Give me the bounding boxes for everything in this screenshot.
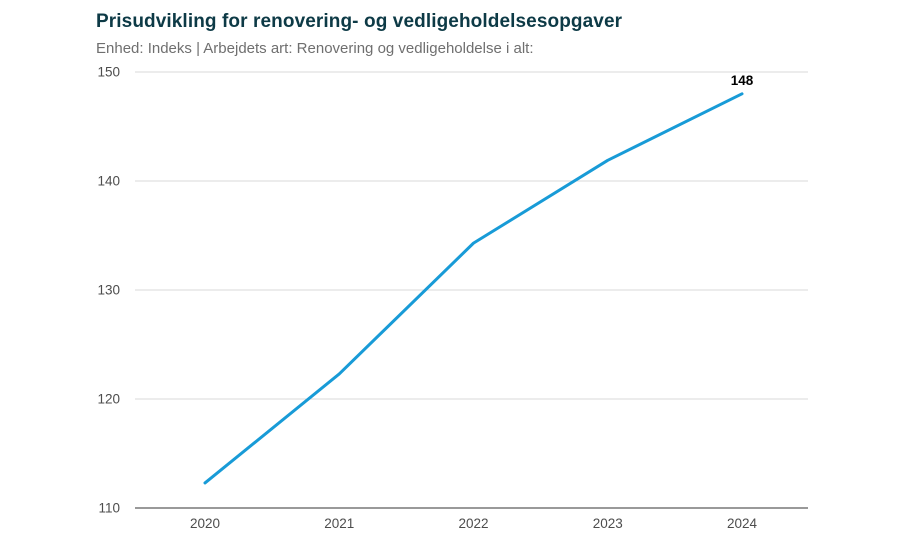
y-tick-label: 120 xyxy=(97,392,120,407)
x-tick-label: 2020 xyxy=(190,516,220,531)
x-tick-label: 2021 xyxy=(324,516,354,531)
data-line xyxy=(203,92,744,485)
y-tick-label: 130 xyxy=(97,283,120,298)
last-point-value-label: 148 xyxy=(731,73,754,88)
y-tick-label: 110 xyxy=(98,501,120,516)
x-tick-label: 2023 xyxy=(593,516,623,531)
y-tick-label: 140 xyxy=(97,174,120,189)
x-tick-label: 2024 xyxy=(727,516,758,531)
x-tick-label: 2022 xyxy=(458,516,488,531)
chart-title: Prisudvikling for renovering- og vedlige… xyxy=(96,11,623,32)
y-tick-label: 150 xyxy=(97,65,120,80)
chart-subtitle: Enhed: Indeks | Arbejdets art: Renoverin… xyxy=(96,40,534,57)
